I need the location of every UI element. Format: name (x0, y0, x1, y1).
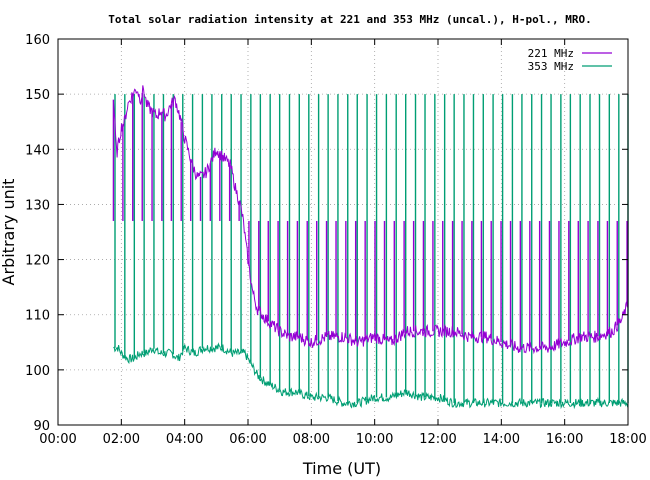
legend-label: 353 MHz (528, 60, 574, 73)
series-layer (112, 85, 629, 410)
x-tick-label: 08:00 (293, 432, 330, 447)
y-tick-label: 150 (25, 88, 50, 103)
chart-title: Total solar radiation intensity at 221 a… (108, 13, 591, 26)
x-tick-label: 14:00 (483, 432, 520, 447)
x-tick-label: 12:00 (419, 432, 456, 447)
y-tick-label: 120 (25, 254, 50, 269)
y-axis: 90 100 110 120 130 140 150 160 (25, 33, 628, 434)
y-axis-label: Arbitrary unit (0, 179, 18, 286)
x-tick-label: 10:00 (356, 432, 393, 447)
x-axis: 00:00 02:00 04:00 06:00 08:00 10:00 12:00 14:00… (39, 39, 647, 447)
series-353-mhz (113, 94, 629, 410)
plot-frame (57, 38, 629, 426)
y-tick-label: 110 (25, 309, 50, 324)
y-tick-label: 90 (33, 419, 50, 434)
y-tick-label: 130 (25, 198, 50, 213)
x-tick-label: 16:00 (546, 432, 583, 447)
x-tick-label: 02:00 (103, 432, 140, 447)
x-tick-label: 06:00 (229, 432, 266, 447)
x-tick-label: 04:00 (166, 432, 203, 447)
y-tick-label: 160 (25, 33, 50, 48)
series-line (112, 85, 629, 355)
series-221-mhz (112, 85, 629, 355)
y-tick-label: 100 (25, 364, 50, 379)
legend-label: 221 MHz (528, 47, 574, 60)
x-tick-label: 00:00 (39, 432, 76, 447)
y-tick-label: 140 (25, 143, 50, 158)
x-axis-label: Time (UT) (302, 459, 381, 478)
x-tick-label: 18:00 (609, 432, 646, 447)
